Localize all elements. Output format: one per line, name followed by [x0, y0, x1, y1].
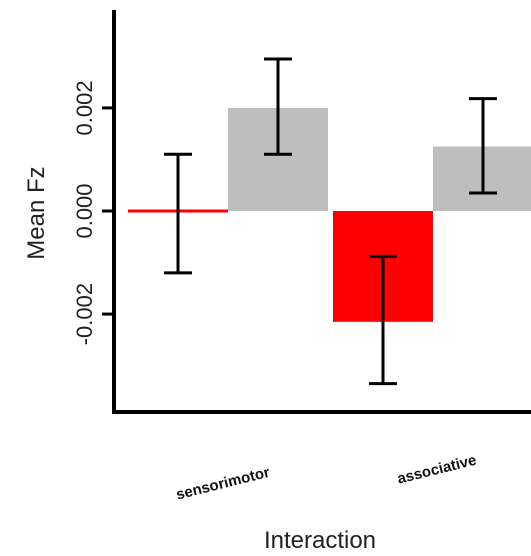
error-bar-associative-series-1	[369, 254, 397, 386]
x-tick-label-sensorimotor: sensorimotor	[174, 464, 271, 504]
x-tick-label-associative: associative	[396, 452, 479, 488]
y-tick-label: 0.002	[72, 80, 97, 135]
y-tick-label: -0.002	[72, 283, 97, 345]
error-bar-sensorimotor-series-2	[264, 57, 292, 156]
error-bars	[164, 57, 497, 386]
x-axis-title: Interaction	[264, 527, 376, 554]
y-tick-label: 0.000	[72, 183, 97, 238]
x-axis-category-labels: sensorimotor associative	[174, 452, 478, 504]
error-bar-sensorimotor-series-1	[164, 152, 192, 275]
y-axis-ticks: -0.002 0.000 0.002	[72, 80, 114, 345]
y-axis-title: Mean Fz	[23, 166, 50, 259]
error-bar-associative-series-2	[469, 97, 497, 195]
chart-marks	[128, 107, 531, 322]
